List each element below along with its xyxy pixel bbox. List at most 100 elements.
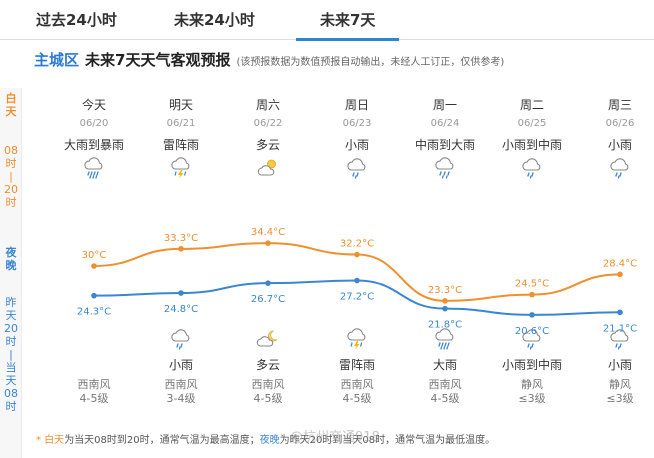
day-forecast: 周日 06/23 小雨 [317,96,397,179]
night-temp-label: 21.1°C [603,323,637,334]
night-temp-point [91,292,97,299]
day-weather-text: 多云 [255,138,280,152]
weekday-label: 明天 [168,98,193,112]
day-weather-text: 中雨到大雨 [414,138,475,152]
footer-bullet: * [36,435,41,446]
night-temp-label: 24.3°C [77,307,111,318]
date-label: 06/23 [342,118,372,129]
footer-night-text: 为昨天20时到当天08时，通常气温为最低温度。 [279,435,496,446]
day-forecast: 周二 06/25 小雨到中雨 [492,96,572,179]
night-temp-point [178,290,184,296]
wind-info: 西南风 4-5级 [228,378,308,406]
forecast-panel: 主城区 未来7天天气客观预报 (该预报数据为数值预报自动输出，未经人工订正，仅供参考… [18,41,654,458]
day-temp-point [178,246,184,252]
day-weather-text: 雷阵雨 [162,138,199,152]
day-temp-label: 34.4°C [251,227,285,238]
night-temp-point [265,280,271,286]
day-label: 白 天 [5,92,17,118]
weekday-label: 周六 [255,98,280,112]
day-forecast: 周六 06/22 多云 [228,96,308,179]
day-temp-point [354,251,360,258]
day-time-range: 08 时 | 20 时 [4,144,18,209]
light-rain-icon [608,157,632,179]
night-weather-text: 小雨 [168,358,193,372]
light-rain-icon [345,157,369,179]
day-temp-point [442,298,448,304]
day-temp-point [617,271,623,278]
night-temp-label: 26.7°C [251,294,285,305]
partly-cloudy-icon [256,157,280,179]
tab-past-24h[interactable]: 过去24小时 [36,11,117,29]
weekday-label: 周三 [607,98,632,112]
light-rain-icon [608,328,632,350]
day-temp-label: 23.3°C [428,285,462,296]
weekday-label: 周日 [344,98,369,112]
city-name: 主城区 [34,51,80,69]
day-temp-label: 28.4°C [603,258,637,269]
night-label: 夜 晚 [5,246,17,272]
wind-info: 西南风 4-5级 [54,378,134,406]
weekday-label: 周二 [519,98,544,112]
light-rain-icon [520,157,544,179]
date-label: 06/21 [166,118,196,129]
watermark: @杭州交通918 [290,430,380,445]
day-temp-label: 24.5°C [515,279,549,290]
footer-day-key: 白天 [44,435,65,446]
day-weather-text: 小雨 [344,138,369,152]
night-weather-text: 雷阵雨 [338,358,375,372]
partly-cloudy-night-icon [256,328,280,350]
moderate-rain-icon [433,157,457,179]
footer-night-key: 夜晚 [259,435,280,446]
date-label: 06/24 [430,118,460,129]
wind-level: 3-4级 [166,392,196,405]
night-weather-text: 小雨到中雨 [501,358,562,372]
night-temp-point [617,309,623,316]
day-forecast: 周三 06/26 小雨 [580,96,654,179]
day-weather-text: 小雨 [607,138,632,152]
night-temp-label: 24.8°C [164,304,198,315]
day-forecast: 今天 06/20 大雨到暴雨 [54,96,134,179]
wind-info: 静风 ≤3级 [492,378,572,406]
date-label: 06/20 [79,118,109,129]
night-temp-label: 21.8°C [428,320,462,331]
wind-info: 西南风 4-5级 [405,378,485,406]
wind-direction: 西南风 [340,378,374,391]
night-weather-text: 大雨 [432,358,457,372]
day-temp-point [529,291,535,298]
wind-level: 4-5级 [430,392,460,405]
date-label: 06/26 [605,118,635,129]
time-legend-strip: 白 天 08 时 | 20 时 夜 晚 昨 天 20 时 | 当 天 08 时 [0,88,22,458]
wind-level: ≤3级 [518,392,546,405]
weekday-label: 周一 [432,98,457,112]
heavy-rain-icon [433,328,457,350]
day-temp-label: 32.2°C [340,239,374,250]
wind-level: 4-5级 [79,392,109,405]
tab-next-24h[interactable]: 未来24小时 [174,11,255,29]
day-temp-label: 30°C [82,250,107,261]
wind-info: 西南风 3-4级 [141,378,221,406]
night-temp-point [529,312,535,318]
heavy-rain-icon [82,157,106,179]
wind-level: 4-5级 [253,392,283,405]
date-label: 06/22 [253,118,283,129]
tab-next-7days[interactable]: 未来7天 [296,0,400,41]
wind-direction: 静风 [521,378,543,391]
day-weather-text: 小雨到中雨 [501,138,562,152]
footer-note: * 白天为当天08时到20时，通常气温为最高温度；夜晚为昨天20时到当天08时，… [36,431,495,446]
night-temp-label: 27.2°C [340,292,374,303]
wind-info: 静风 ≤3级 [580,378,654,406]
wind-level: 4-5级 [342,392,372,405]
night-temp-label: 20.6°C [515,326,549,337]
day-weather-text: 大雨到暴雨 [63,138,124,152]
day-forecast: 明天 06/21 雷阵雨 [141,96,221,179]
wind-info: 西南风 4-5级 [317,378,397,406]
thunderstorm-icon [345,328,369,350]
day-forecast: 周一 06/24 中雨到大雨 [405,96,485,179]
temperature-points: 30°C 33.3°C 34.4°C 32.2°C 23.3°C 24.5°C 28.4°C… [77,227,637,337]
wind-direction: 西南风 [251,378,285,391]
tab-bar: 过去24小时 未来24小时 未来7天 [0,0,654,41]
light-rain-icon [520,328,544,350]
forecast-header: 主城区 未来7天天气客观预报 (该预报数据为数值预报自动输出，未经人工订正，仅供参考… [34,49,504,70]
wind-direction: 西南风 [164,378,198,391]
